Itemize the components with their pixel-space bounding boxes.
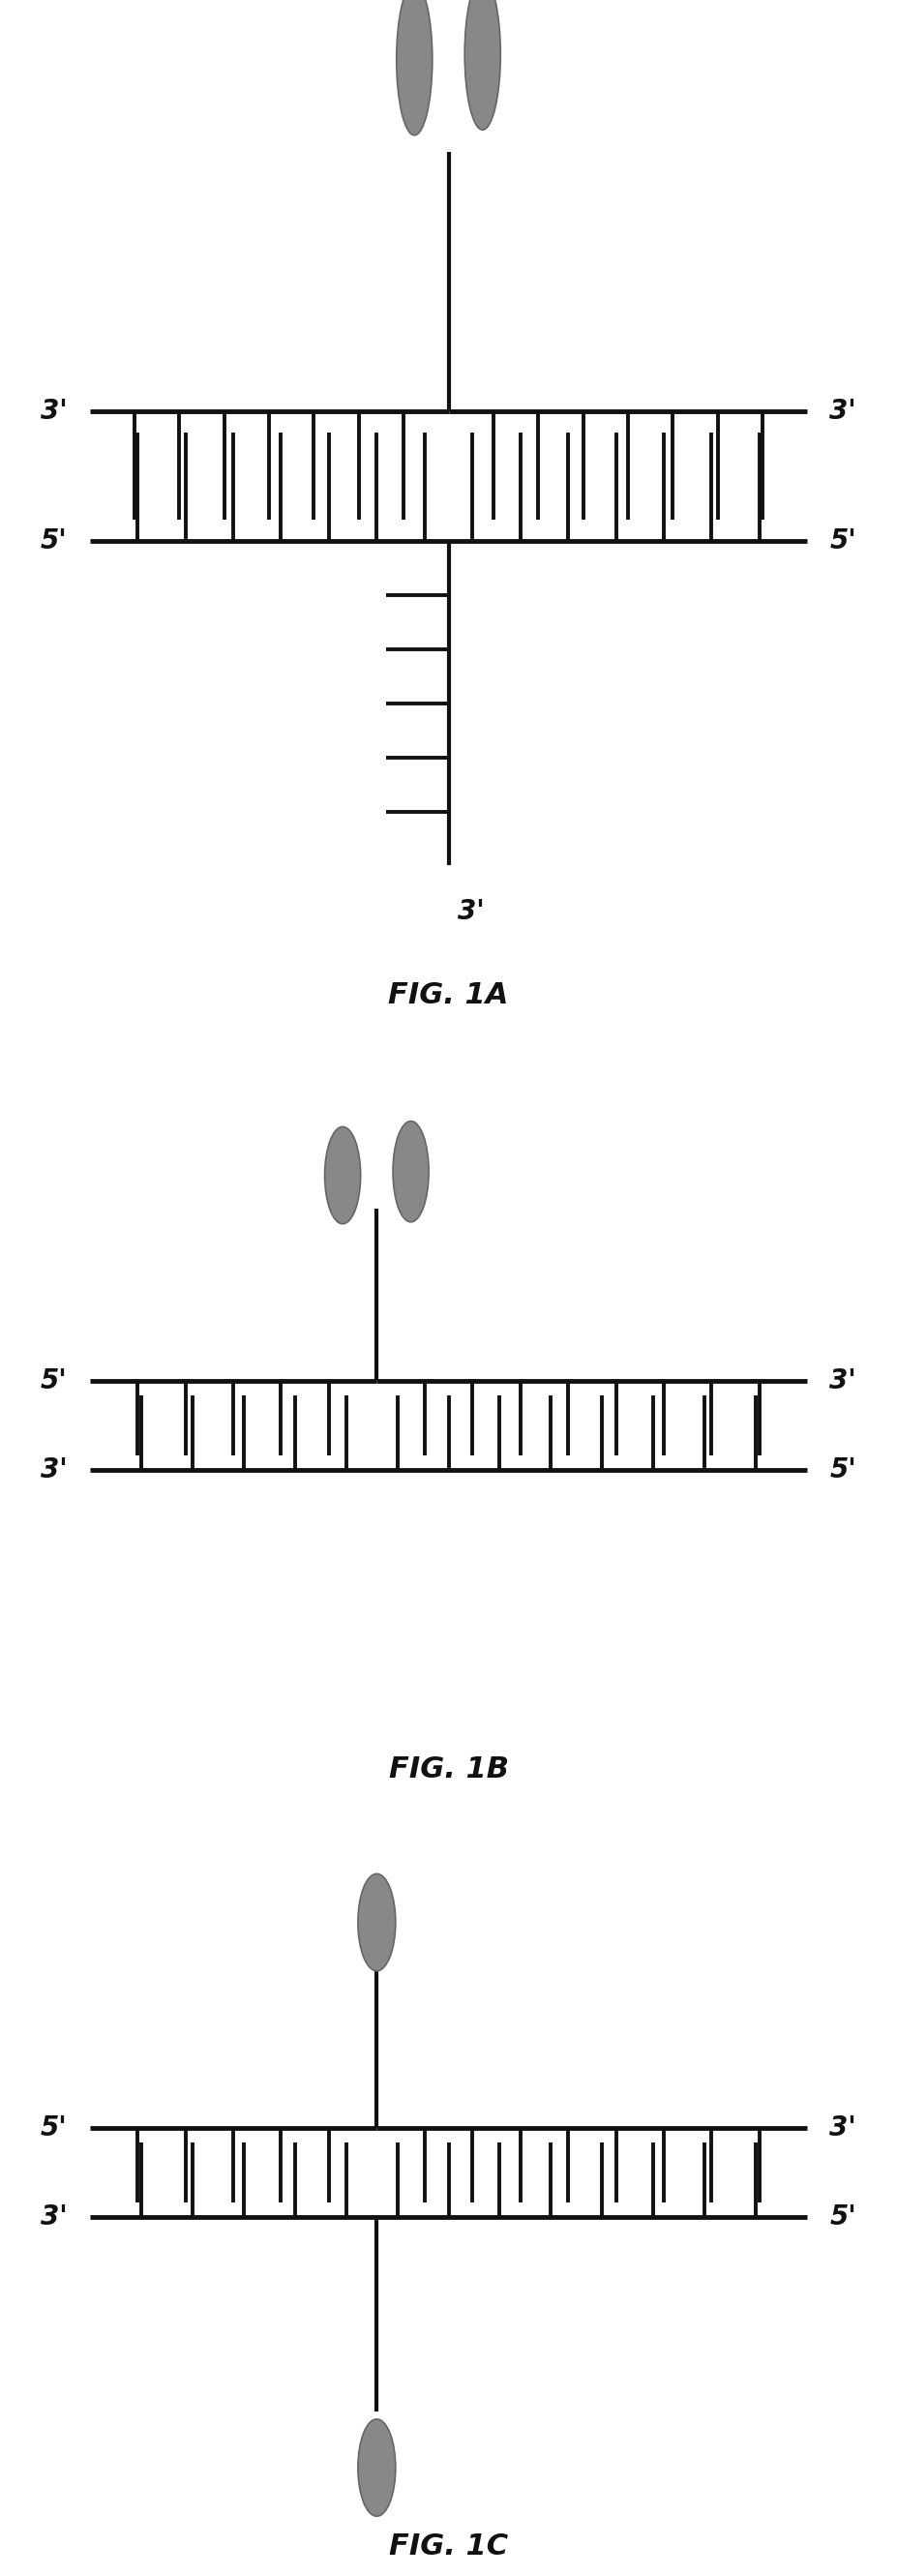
Text: 3': 3' <box>40 397 67 425</box>
Text: 3': 3' <box>830 1368 857 1394</box>
Text: 5': 5' <box>40 1368 67 1394</box>
Text: 3': 3' <box>40 1458 67 1484</box>
Ellipse shape <box>358 2419 396 2517</box>
Text: FIG. 1B: FIG. 1B <box>388 1754 509 1783</box>
Text: FIG. 1A: FIG. 1A <box>388 981 509 1010</box>
Ellipse shape <box>465 0 501 129</box>
Text: 5': 5' <box>40 528 67 554</box>
Text: 3': 3' <box>830 397 857 425</box>
Text: 5': 5' <box>40 2115 67 2141</box>
Text: 5': 5' <box>830 1458 857 1484</box>
Ellipse shape <box>325 1126 361 1224</box>
Text: FIG. 1C: FIG. 1C <box>389 2532 508 2561</box>
Ellipse shape <box>358 1873 396 1971</box>
Text: 3': 3' <box>457 899 484 925</box>
Text: 3': 3' <box>40 2205 67 2231</box>
Ellipse shape <box>396 0 432 134</box>
Text: 5': 5' <box>830 528 857 554</box>
Ellipse shape <box>393 1121 429 1221</box>
Text: 5': 5' <box>830 2205 857 2231</box>
Text: 3': 3' <box>830 2115 857 2141</box>
